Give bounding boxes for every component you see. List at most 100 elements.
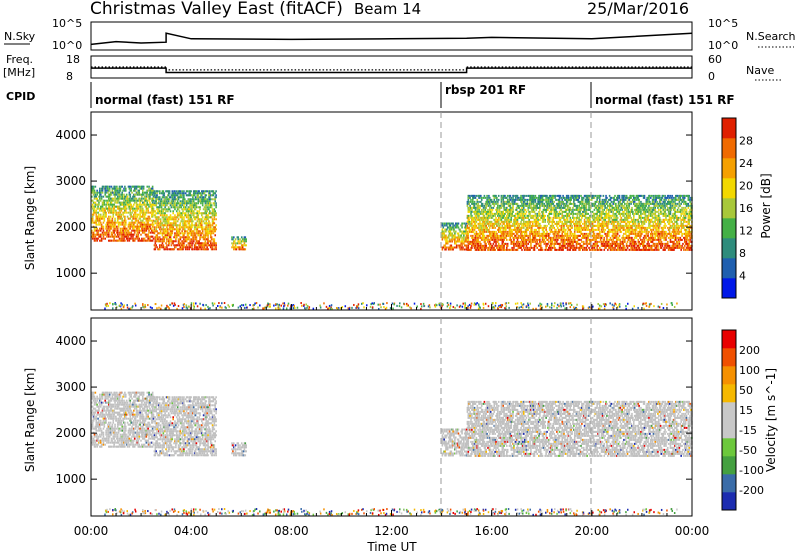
power-cell <box>604 198 606 201</box>
power-cell <box>482 206 485 209</box>
power-cell <box>449 246 452 249</box>
power-cell <box>110 221 113 224</box>
power-cell <box>188 208 191 211</box>
power-cell <box>533 244 536 247</box>
power-cell <box>107 221 109 224</box>
power-cell <box>167 228 169 231</box>
power-cell <box>495 242 497 245</box>
power-cell <box>563 224 565 227</box>
power-cell <box>520 208 522 211</box>
power-cell <box>123 201 125 204</box>
power-cell <box>158 228 161 231</box>
power-cell <box>556 236 558 239</box>
power-cell <box>599 248 602 251</box>
power-cell <box>512 204 514 207</box>
power-cell <box>472 230 475 233</box>
power-cell <box>523 198 526 201</box>
power-cell <box>452 224 454 227</box>
power-cell <box>180 244 183 247</box>
power-cell <box>201 242 204 245</box>
power-cell <box>103 219 106 222</box>
power-cell <box>150 189 153 192</box>
power-cell <box>488 234 491 237</box>
power-cell <box>464 240 467 243</box>
power-cell <box>201 198 204 201</box>
power-cell <box>504 236 506 239</box>
power-cell <box>475 216 478 219</box>
power-cell <box>188 192 191 195</box>
power-cell <box>545 232 547 235</box>
power-cell <box>158 244 161 247</box>
power-cell <box>442 232 445 235</box>
power-cell <box>566 248 569 251</box>
power-cell <box>569 212 572 215</box>
nsky-tick-bottom: 10^0 <box>52 39 82 52</box>
power-cell <box>125 211 128 214</box>
power-cell <box>511 210 513 213</box>
power-cell <box>129 217 132 220</box>
power-cell <box>139 221 141 224</box>
power-cell <box>588 202 590 205</box>
power-cell <box>585 210 588 213</box>
power-cell <box>458 228 461 231</box>
power-cell <box>91 189 94 192</box>
power-cell <box>199 238 201 241</box>
power-cell <box>529 232 531 235</box>
power-cell <box>461 244 463 247</box>
power-cell <box>471 196 474 199</box>
power-cell <box>598 196 601 199</box>
power-cell <box>488 200 490 203</box>
power-cell <box>482 236 485 239</box>
power-cell <box>570 240 572 243</box>
power-cell <box>141 209 144 212</box>
power-cell <box>454 224 456 227</box>
power-cell <box>91 199 93 202</box>
power-cell <box>471 240 473 243</box>
power-cell <box>177 230 180 233</box>
power-cell <box>573 236 575 239</box>
power-cell <box>215 218 217 221</box>
power-cell <box>233 242 235 245</box>
power-cell <box>241 240 244 243</box>
power-cell <box>117 207 120 210</box>
power-cell <box>202 208 205 211</box>
power-cell <box>488 230 490 233</box>
power-cell <box>582 206 585 209</box>
power-cell <box>197 190 200 193</box>
power-cell <box>96 199 98 202</box>
power-cell <box>127 233 130 236</box>
power-cell <box>586 196 589 199</box>
power-cell <box>200 232 202 235</box>
power-cell <box>539 198 541 201</box>
power-cell <box>188 232 191 235</box>
power-cell <box>179 204 182 207</box>
power-cell <box>490 206 493 209</box>
power-cell <box>129 225 132 228</box>
power-cell <box>167 200 170 203</box>
power-cell <box>188 200 191 203</box>
power-cell <box>144 225 147 228</box>
power-cell <box>204 206 207 209</box>
power-cell <box>128 201 131 204</box>
power-cell <box>497 206 499 209</box>
power-cell <box>573 240 575 243</box>
power-cell <box>596 208 598 211</box>
power-cell <box>468 220 471 223</box>
power-cell <box>496 196 498 199</box>
power-cell <box>108 187 111 190</box>
power-cell <box>233 240 236 243</box>
power-cell <box>97 203 99 206</box>
power-cell <box>197 194 200 197</box>
power-cell <box>175 194 177 197</box>
power-cell <box>473 222 476 225</box>
power-cell <box>163 218 166 221</box>
power-cell <box>477 218 479 221</box>
power-cell <box>588 198 590 201</box>
power-cell <box>118 209 121 212</box>
power-cell <box>503 248 505 251</box>
power-cell <box>529 206 531 209</box>
power-cell <box>494 218 496 221</box>
power-cell <box>212 226 215 229</box>
power-cell <box>140 209 142 212</box>
power-cell <box>441 232 444 235</box>
